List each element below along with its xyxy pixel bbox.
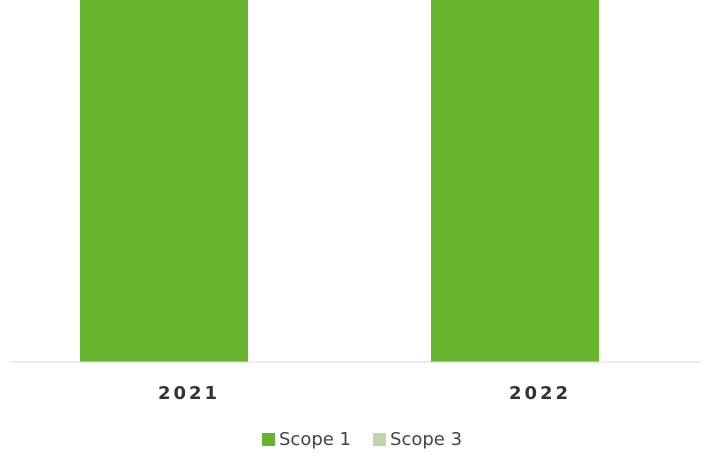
legend-label: Scope 3 (390, 429, 462, 450)
legend-swatch (373, 433, 387, 446)
x-tick-label: 2021 (158, 383, 220, 404)
bar (80, 0, 248, 363)
bar (431, 0, 599, 362)
x-tick-label: 2022 (509, 383, 571, 404)
legend-label: Scope 1 (279, 429, 351, 450)
legend-swatch (262, 433, 275, 446)
